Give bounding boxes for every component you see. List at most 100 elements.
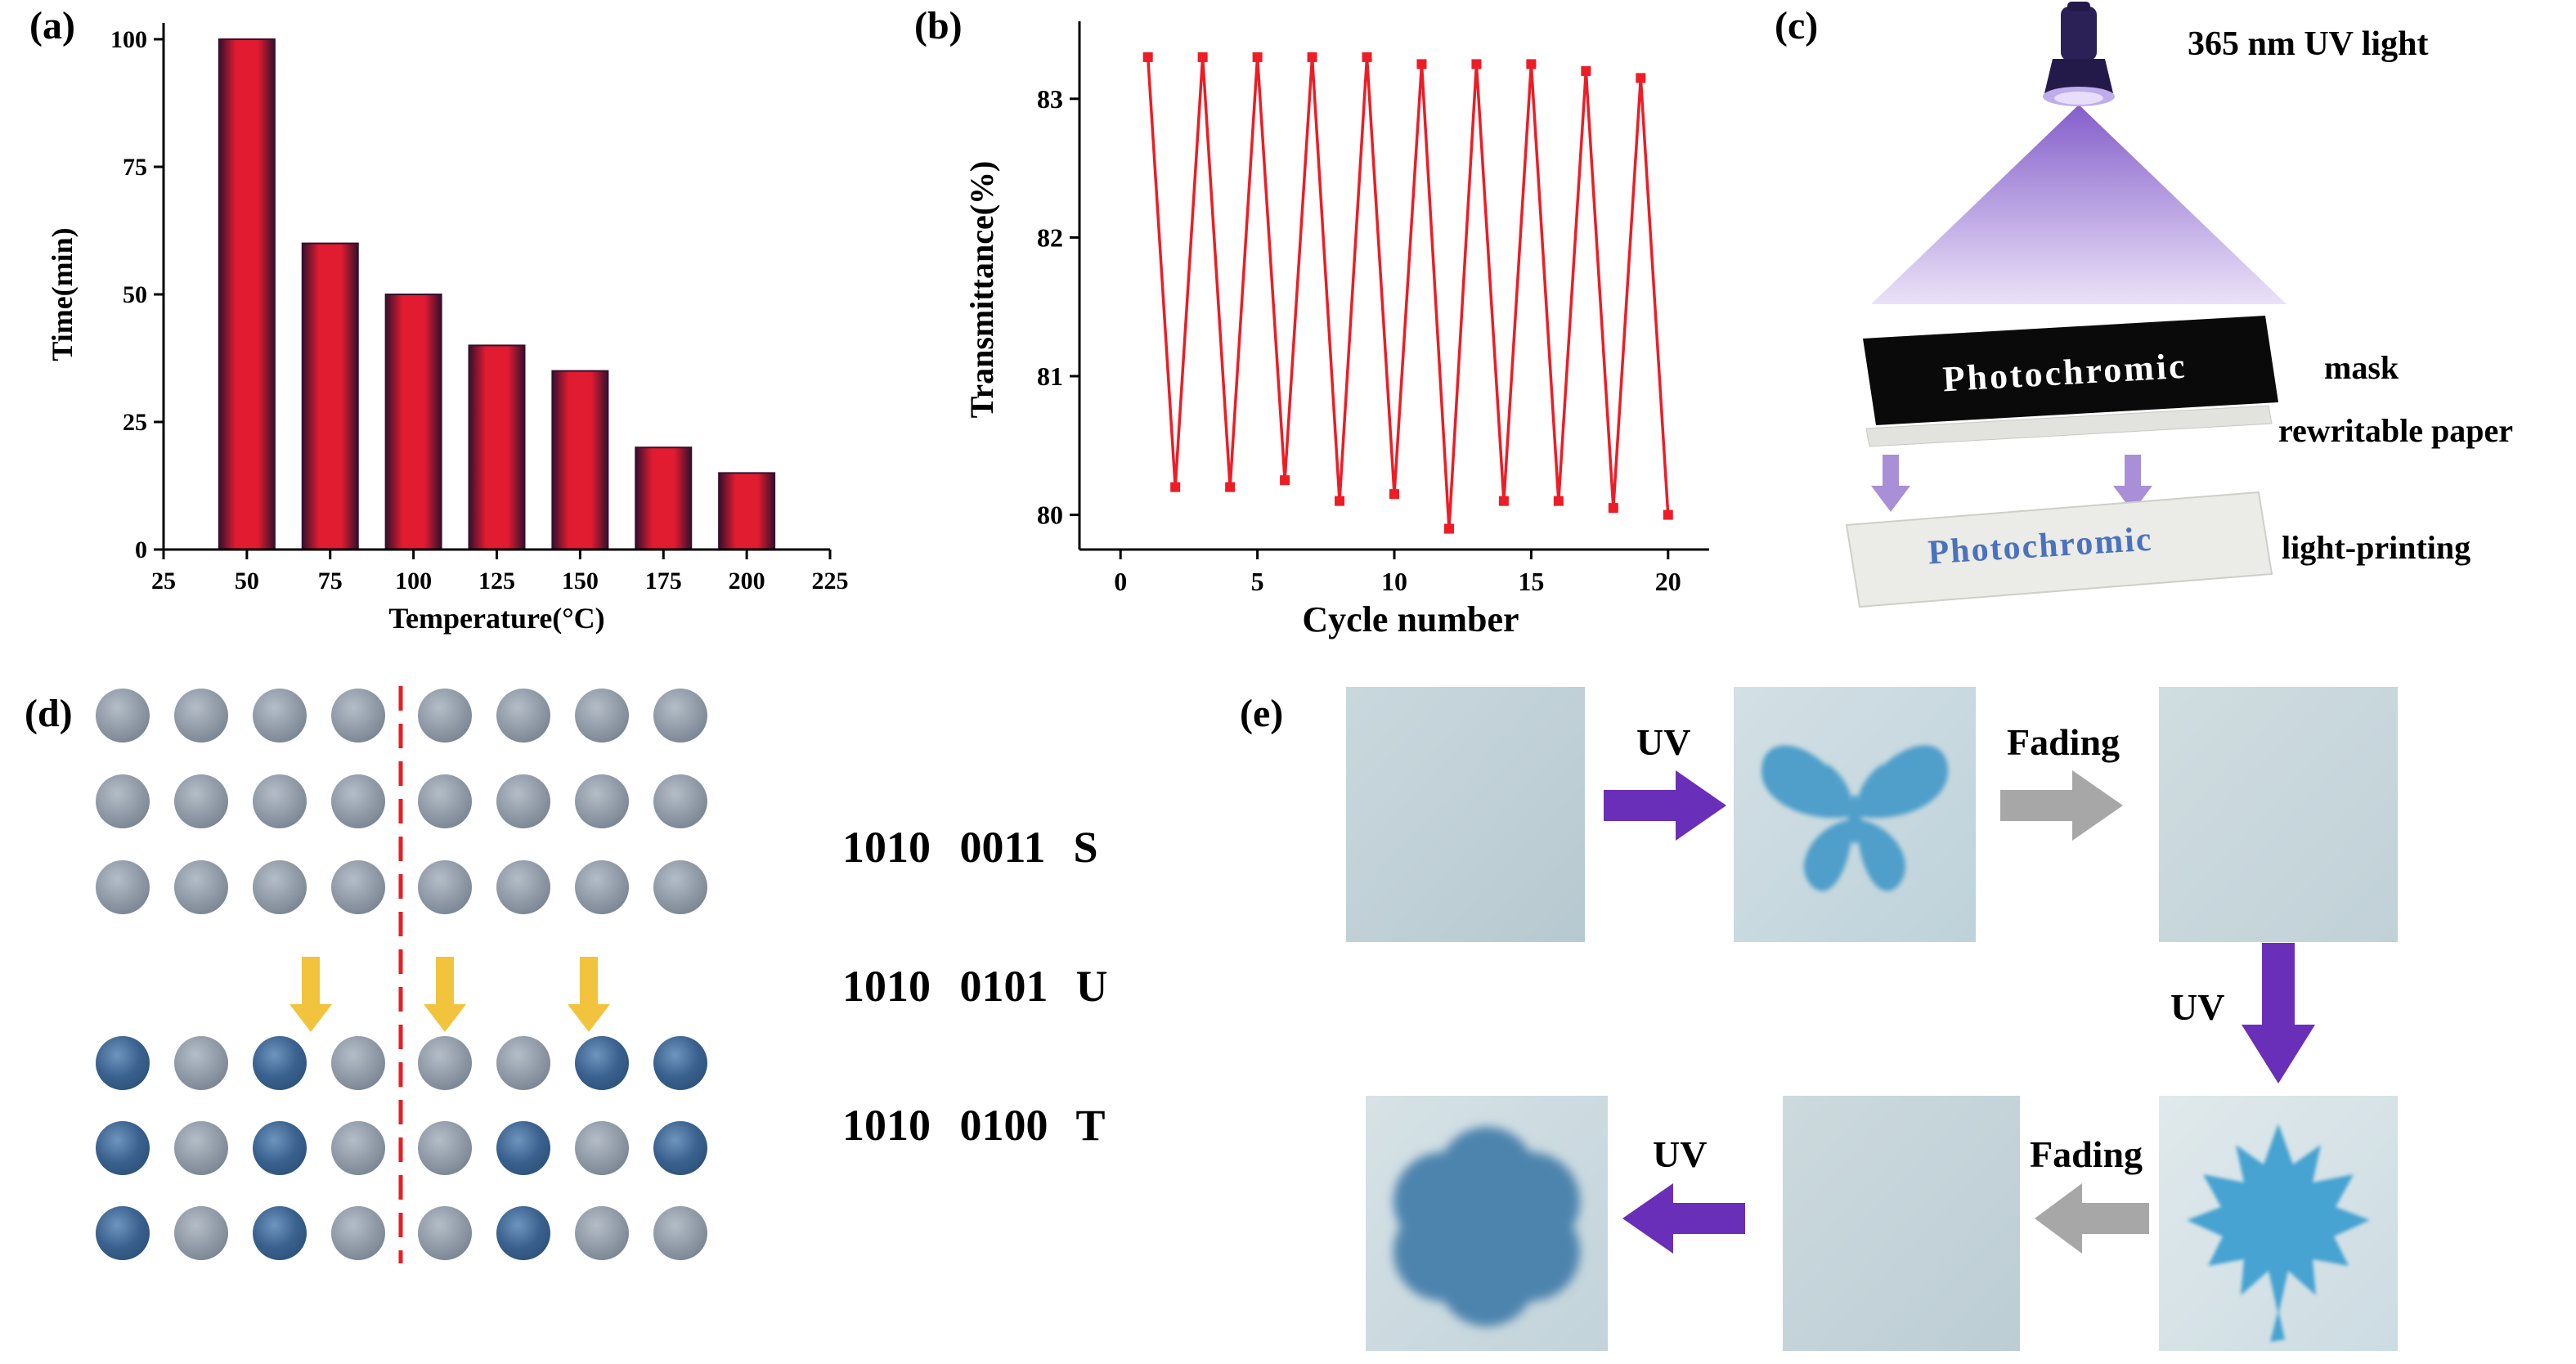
fading-arrow-left <box>2035 1183 2149 1254</box>
write-arrow-down <box>424 957 466 1032</box>
uv-source-label: 365 nm UV light <box>2188 25 2429 63</box>
dot-unwritten <box>575 774 629 828</box>
uv-light-cone <box>1871 105 2287 304</box>
axis-text: 80 <box>1037 500 1063 530</box>
bar <box>384 294 442 550</box>
axis-text: 75 <box>123 154 147 181</box>
photo-flower <box>1366 1096 1608 1351</box>
code-row-s: 1010 0011 S <box>842 822 1098 873</box>
dot-written <box>96 1036 150 1090</box>
panel-d-dot-code: (d) 1010 0011 S 1010 0101 U 1010 0100 T <box>25 683 1243 1364</box>
panel-a-label: (a) <box>29 4 75 47</box>
rewritable-paper-sheet <box>1865 405 2273 447</box>
data-point <box>1252 52 1263 62</box>
mask-sheet <box>1863 316 2278 425</box>
dot-written <box>496 1121 550 1175</box>
dot-unwritten <box>418 860 472 914</box>
panel-e-label: (e) <box>1240 692 1284 735</box>
axis-text: 5 <box>1251 567 1264 596</box>
code-binary-t: 1010 0100 <box>842 1101 1048 1150</box>
axis-text: Transmittance(%) <box>963 161 1000 419</box>
dot-unwritten <box>575 860 629 914</box>
dot-written <box>96 1206 150 1260</box>
dot-unwritten <box>331 860 385 914</box>
dot-unwritten <box>653 689 707 743</box>
data-point <box>1636 73 1646 83</box>
axis-text: 50 <box>235 568 259 595</box>
dot-unwritten <box>496 689 550 743</box>
photo-blank-after-fading-2 <box>1783 1096 2020 1351</box>
axis-text: 82 <box>1037 222 1063 252</box>
axis-text: 81 <box>1037 361 1063 391</box>
axis-text: 175 <box>645 568 682 595</box>
panel-c-scheme: (c) 365 nm UV light Photoch <box>1775 0 2576 679</box>
axis-text: 25 <box>151 568 176 595</box>
data-point <box>1608 503 1618 514</box>
bar <box>218 38 276 550</box>
dot-grid-graphic <box>96 686 707 1263</box>
axis-text: Temperature(°C) <box>388 602 604 635</box>
transmittance-line <box>1146 56 1670 529</box>
uv-arrow-left <box>1622 1183 1745 1254</box>
uv-step-label-2: UV <box>1653 1133 1708 1175</box>
data-point <box>1553 496 1564 506</box>
axis-text: 200 <box>729 568 765 595</box>
axis-text: 125 <box>478 568 515 595</box>
mask-label: mask <box>2324 349 2399 386</box>
axis-text: Time(min) <box>46 227 79 361</box>
data-point <box>1416 59 1427 70</box>
axis-text: Cycle number <box>1302 599 1519 639</box>
axis-text: 75 <box>318 568 343 595</box>
fading-arrow-right-1 <box>2000 770 2123 841</box>
dot-unwritten <box>331 774 385 828</box>
dot-unwritten <box>174 1036 228 1090</box>
dot-written <box>253 1206 307 1260</box>
light-printing-label: light-printing <box>2282 529 2471 566</box>
uv-arrow-down <box>2242 943 2315 1084</box>
fading-step-label-2: Fading <box>2030 1133 2143 1175</box>
rewritable-paper-label: rewritable paper <box>2278 412 2513 449</box>
data-point <box>1498 496 1509 506</box>
bar <box>301 242 359 550</box>
dot-unwritten <box>575 1121 629 1175</box>
dot-unwritten <box>174 1121 228 1175</box>
axis-text: 25 <box>123 409 147 436</box>
panel-e-photo-sequence: (e) <box>1240 683 2576 1364</box>
dot-written <box>496 1206 550 1260</box>
bar <box>635 446 693 551</box>
dot-unwritten <box>331 1036 385 1090</box>
axis-text: 15 <box>1518 567 1544 596</box>
axis-text: 20 <box>1655 567 1681 596</box>
code-letter-s: S <box>1073 823 1098 872</box>
dot-written <box>653 1121 707 1175</box>
dot-unwritten <box>653 1206 707 1260</box>
panel-b-label: (b) <box>914 4 963 47</box>
fading-step-label-1: Fading <box>2007 721 2120 763</box>
axis-text: 10 <box>1381 567 1407 596</box>
photo-butterfly <box>1734 687 1976 942</box>
data-point <box>1280 475 1290 486</box>
data-point <box>1389 489 1399 500</box>
data-point <box>1142 52 1153 62</box>
code-binary-u: 1010 0101 <box>842 962 1048 1011</box>
code-row-u: 1010 0101 U <box>842 961 1108 1012</box>
uv-step-label-1: UV <box>1636 721 1691 763</box>
uv-pass-arrow-left <box>1871 455 1910 512</box>
dot-written <box>253 1036 307 1090</box>
maple-leaf-shape <box>2187 1124 2370 1342</box>
photo-blank-after-fading-1 <box>2159 687 2398 942</box>
axis-text: 0 <box>1114 567 1127 596</box>
bar <box>468 344 526 550</box>
axis-text: 100 <box>395 568 432 595</box>
flashlight-icon <box>2043 2 2115 106</box>
data-point <box>1307 52 1317 62</box>
axis-text: 150 <box>562 568 599 595</box>
data-point <box>1197 52 1208 62</box>
panel-b-line-chart: (b) 80 81 82 83 0 5 10 15 20 Cycle number Transmit… <box>900 0 1775 679</box>
butterfly-shape <box>1761 745 1949 891</box>
data-point <box>1663 509 1673 520</box>
code-binary-s: 1010 0011 <box>842 823 1046 872</box>
axis-text: 83 <box>1037 84 1063 114</box>
